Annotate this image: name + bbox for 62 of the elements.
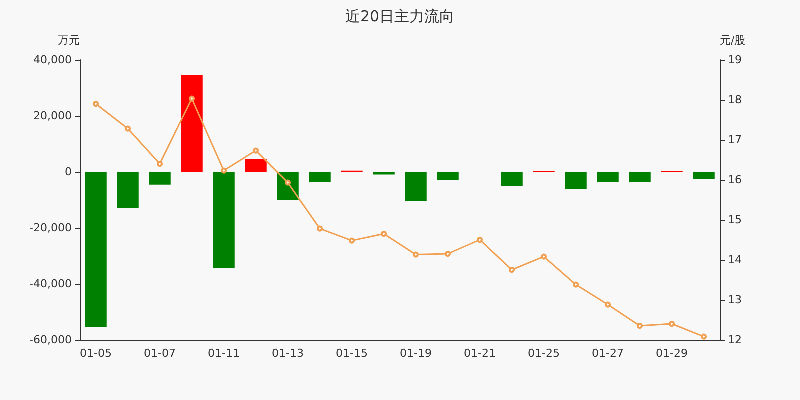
x-tick-label: 01-05 (80, 347, 112, 360)
point (605, 302, 611, 308)
y-tick-label: 0 (65, 166, 72, 178)
bar (149, 172, 171, 185)
bar (245, 159, 267, 172)
point (701, 334, 707, 340)
bar (85, 172, 107, 328)
x-tick-label: 01-29 (656, 347, 688, 360)
point (445, 251, 451, 257)
bar (309, 172, 331, 182)
bar (629, 172, 651, 182)
bar (181, 75, 203, 172)
bar (565, 172, 587, 190)
y2-tick-label: 19 (728, 54, 742, 66)
point (477, 237, 483, 243)
point (413, 252, 419, 258)
point (253, 148, 259, 154)
chart-title: 近20日主力流向 (345, 8, 455, 26)
y-tick-label: 40,000 (34, 54, 72, 66)
y2-tick-label: 18 (728, 94, 742, 106)
x-tick-label: 01-13 (272, 347, 304, 360)
bar (213, 172, 235, 268)
y-tick-label: -40,000 (30, 278, 72, 290)
y2-tick-label: 13 (728, 294, 742, 306)
x-tick-label: 01-11 (208, 347, 240, 360)
point (637, 323, 643, 329)
point (93, 101, 99, 107)
point (125, 126, 131, 132)
x-tick-label: 01-25 (528, 347, 560, 360)
x-tick-label: 01-07 (144, 347, 176, 360)
point (189, 96, 195, 102)
bar (597, 172, 619, 182)
y-tick-label: -20,000 (30, 222, 72, 234)
y2-axis-title: 元/股 (720, 34, 746, 47)
point (669, 321, 675, 327)
bar (405, 172, 427, 202)
point (157, 161, 163, 167)
y-axis-title: 万元 (58, 34, 80, 47)
point (349, 238, 355, 244)
point (317, 226, 323, 232)
y2-tick-label: 15 (728, 214, 742, 226)
y2-tick-label: 17 (728, 134, 742, 146)
point (285, 180, 291, 186)
bar (693, 172, 715, 179)
y-tick-label: -60,000 (30, 334, 72, 346)
y2-tick-label: 12 (728, 334, 742, 346)
point (381, 231, 387, 237)
x-tick-label: 01-27 (592, 347, 624, 360)
point (573, 282, 579, 288)
bar (373, 172, 395, 175)
x-tick-label: 01-21 (464, 347, 496, 360)
x-tick-label: 01-15 (336, 347, 368, 360)
y2-tick-label: 16 (728, 174, 742, 186)
x-tick-label: 01-19 (400, 347, 432, 360)
point (541, 254, 547, 260)
bar (501, 172, 523, 186)
point (221, 168, 227, 174)
y2-tick-label: 14 (728, 254, 742, 266)
bar (117, 172, 139, 208)
point (509, 267, 515, 273)
bar (437, 172, 459, 180)
y-tick-label: 20,000 (34, 110, 72, 122)
